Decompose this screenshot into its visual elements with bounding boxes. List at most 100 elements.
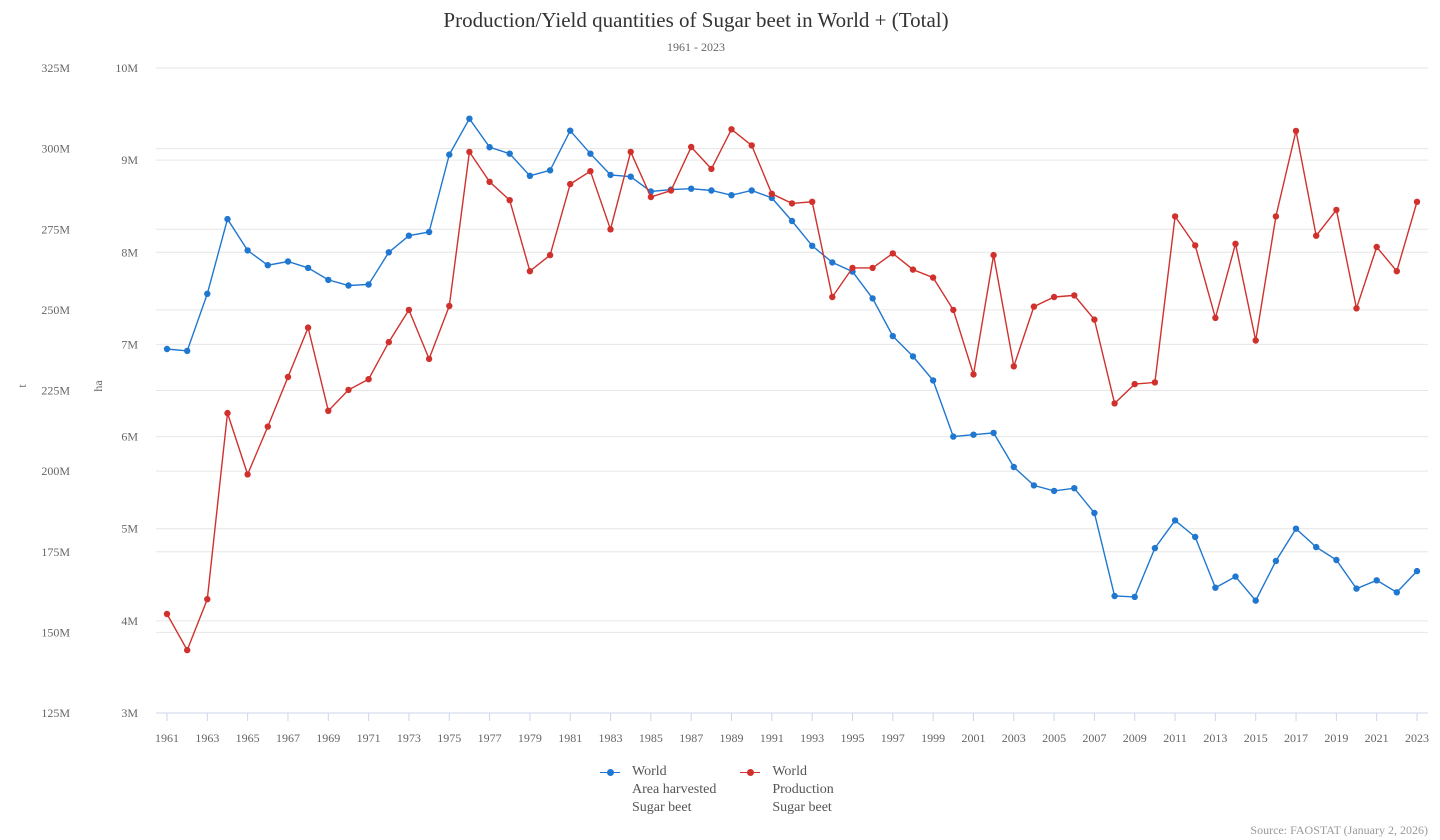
data-point-area-2000[interactable] [950, 433, 957, 440]
data-point-production-1974[interactable] [425, 355, 433, 363]
data-point-production-1969[interactable] [325, 407, 332, 414]
data-point-production-1979[interactable] [526, 268, 534, 275]
data-point-production-1971[interactable] [365, 376, 372, 383]
data-point-production-2001[interactable] [970, 371, 977, 378]
data-point-production-1965[interactable] [244, 471, 251, 478]
data-point-area-2014[interactable] [1232, 573, 1239, 580]
data-point-production-1991[interactable] [768, 190, 775, 197]
data-point-area-2003[interactable] [1010, 463, 1017, 471]
data-point-production-2006[interactable] [1071, 292, 1078, 299]
data-point-area-1994[interactable] [829, 259, 836, 266]
data-point-area-1968[interactable] [304, 264, 312, 272]
data-point-production-1973[interactable] [405, 306, 413, 314]
data-point-production-2015[interactable] [1252, 337, 1259, 344]
data-point-area-2018[interactable] [1313, 543, 1320, 551]
data-point-area-2020[interactable] [1353, 585, 1360, 592]
data-point-production-2019[interactable] [1333, 206, 1340, 214]
data-point-area-2004[interactable] [1030, 482, 1038, 489]
data-point-production-1995[interactable] [849, 264, 856, 272]
data-point-production-1992[interactable] [788, 200, 796, 207]
data-point-production-1964[interactable] [224, 409, 231, 417]
data-point-area-2019[interactable] [1333, 556, 1340, 564]
data-point-production-1977[interactable] [486, 178, 493, 185]
data-point-area-1983[interactable] [607, 171, 614, 179]
data-point-area-2005[interactable] [1050, 487, 1058, 495]
data-point-production-1970[interactable] [345, 386, 352, 394]
data-point-area-1974[interactable] [425, 228, 433, 236]
data-point-production-2016[interactable] [1272, 213, 1280, 220]
data-point-production-1985[interactable] [647, 193, 655, 201]
data-point-production-2018[interactable] [1313, 232, 1320, 239]
data-point-production-2013[interactable] [1212, 314, 1219, 322]
data-point-production-2004[interactable] [1030, 303, 1038, 310]
legend-item-production[interactable]: World Production Sugar beet [740, 763, 834, 817]
data-point-area-1972[interactable] [385, 249, 392, 256]
data-point-production-1998[interactable] [909, 266, 917, 273]
data-point-production-1990[interactable] [748, 142, 755, 149]
data-point-area-2007[interactable] [1091, 509, 1098, 517]
data-point-production-1996[interactable] [869, 264, 876, 272]
data-point-area-1961[interactable] [163, 345, 171, 353]
data-point-production-1976[interactable] [466, 148, 473, 156]
data-point-production-1997[interactable] [889, 250, 896, 257]
data-point-area-1962[interactable] [184, 347, 191, 355]
data-point-area-1963[interactable] [204, 290, 211, 297]
data-point-production-1988[interactable] [708, 165, 715, 173]
data-point-area-1973[interactable] [405, 232, 413, 239]
data-point-area-1978[interactable] [506, 150, 513, 157]
data-point-area-1997[interactable] [889, 332, 896, 340]
data-point-production-1975[interactable] [446, 302, 453, 310]
data-point-area-1987[interactable] [688, 185, 695, 192]
data-point-area-1984[interactable] [627, 173, 634, 180]
data-point-production-1986[interactable] [667, 187, 675, 194]
data-point-area-1976[interactable] [466, 115, 473, 122]
data-point-area-1977[interactable] [486, 144, 493, 151]
data-point-area-2006[interactable] [1071, 485, 1078, 492]
data-point-production-2002[interactable] [990, 251, 997, 259]
data-point-area-2017[interactable] [1292, 525, 1300, 532]
data-point-production-2005[interactable] [1050, 293, 1058, 301]
data-point-production-1994[interactable] [829, 293, 836, 301]
data-point-production-2000[interactable] [950, 306, 957, 314]
data-point-production-1963[interactable] [204, 596, 211, 603]
data-point-area-2009[interactable] [1131, 593, 1138, 601]
data-point-production-2009[interactable] [1131, 380, 1138, 388]
data-point-production-2012[interactable] [1192, 242, 1199, 249]
data-point-area-1993[interactable] [809, 242, 816, 249]
source-credit[interactable]: Source: FAOSTAT (January 2, 2026) [1250, 823, 1428, 837]
data-point-production-2003[interactable] [1010, 363, 1017, 370]
data-point-production-1982[interactable] [587, 168, 594, 175]
data-point-area-1965[interactable] [244, 247, 251, 254]
data-point-area-1980[interactable] [546, 167, 554, 174]
data-point-area-1982[interactable] [587, 150, 594, 157]
data-point-area-2023[interactable] [1413, 567, 1421, 575]
data-point-area-2015[interactable] [1252, 597, 1259, 604]
data-point-production-2022[interactable] [1393, 268, 1401, 275]
data-point-production-2023[interactable] [1413, 198, 1421, 205]
data-point-area-2012[interactable] [1192, 533, 1199, 541]
data-point-area-1964[interactable] [224, 215, 231, 223]
data-point-production-1989[interactable] [728, 126, 735, 133]
data-point-area-2001[interactable] [970, 431, 977, 438]
data-point-production-2020[interactable] [1353, 305, 1360, 312]
data-point-production-2011[interactable] [1171, 213, 1179, 220]
data-point-area-2022[interactable] [1393, 589, 1401, 596]
data-point-production-1967[interactable] [284, 373, 292, 381]
data-point-area-1967[interactable] [284, 258, 292, 265]
data-point-production-2017[interactable] [1292, 127, 1300, 135]
data-point-area-2011[interactable] [1171, 517, 1179, 524]
data-point-production-1980[interactable] [546, 251, 554, 259]
data-point-production-2010[interactable] [1151, 379, 1159, 386]
data-point-area-1969[interactable] [325, 276, 332, 284]
data-point-area-1966[interactable] [264, 262, 271, 269]
data-point-production-1981[interactable] [567, 180, 574, 188]
data-point-production-2014[interactable] [1232, 240, 1239, 247]
data-point-area-2021[interactable] [1373, 577, 1380, 584]
data-point-production-1984[interactable] [627, 148, 634, 156]
data-point-area-1970[interactable] [345, 282, 352, 289]
data-point-area-2002[interactable] [990, 429, 997, 437]
data-point-area-1989[interactable] [728, 192, 735, 199]
data-point-production-2008[interactable] [1111, 400, 1118, 407]
data-point-production-1972[interactable] [385, 338, 392, 346]
data-point-area-1979[interactable] [526, 172, 534, 179]
